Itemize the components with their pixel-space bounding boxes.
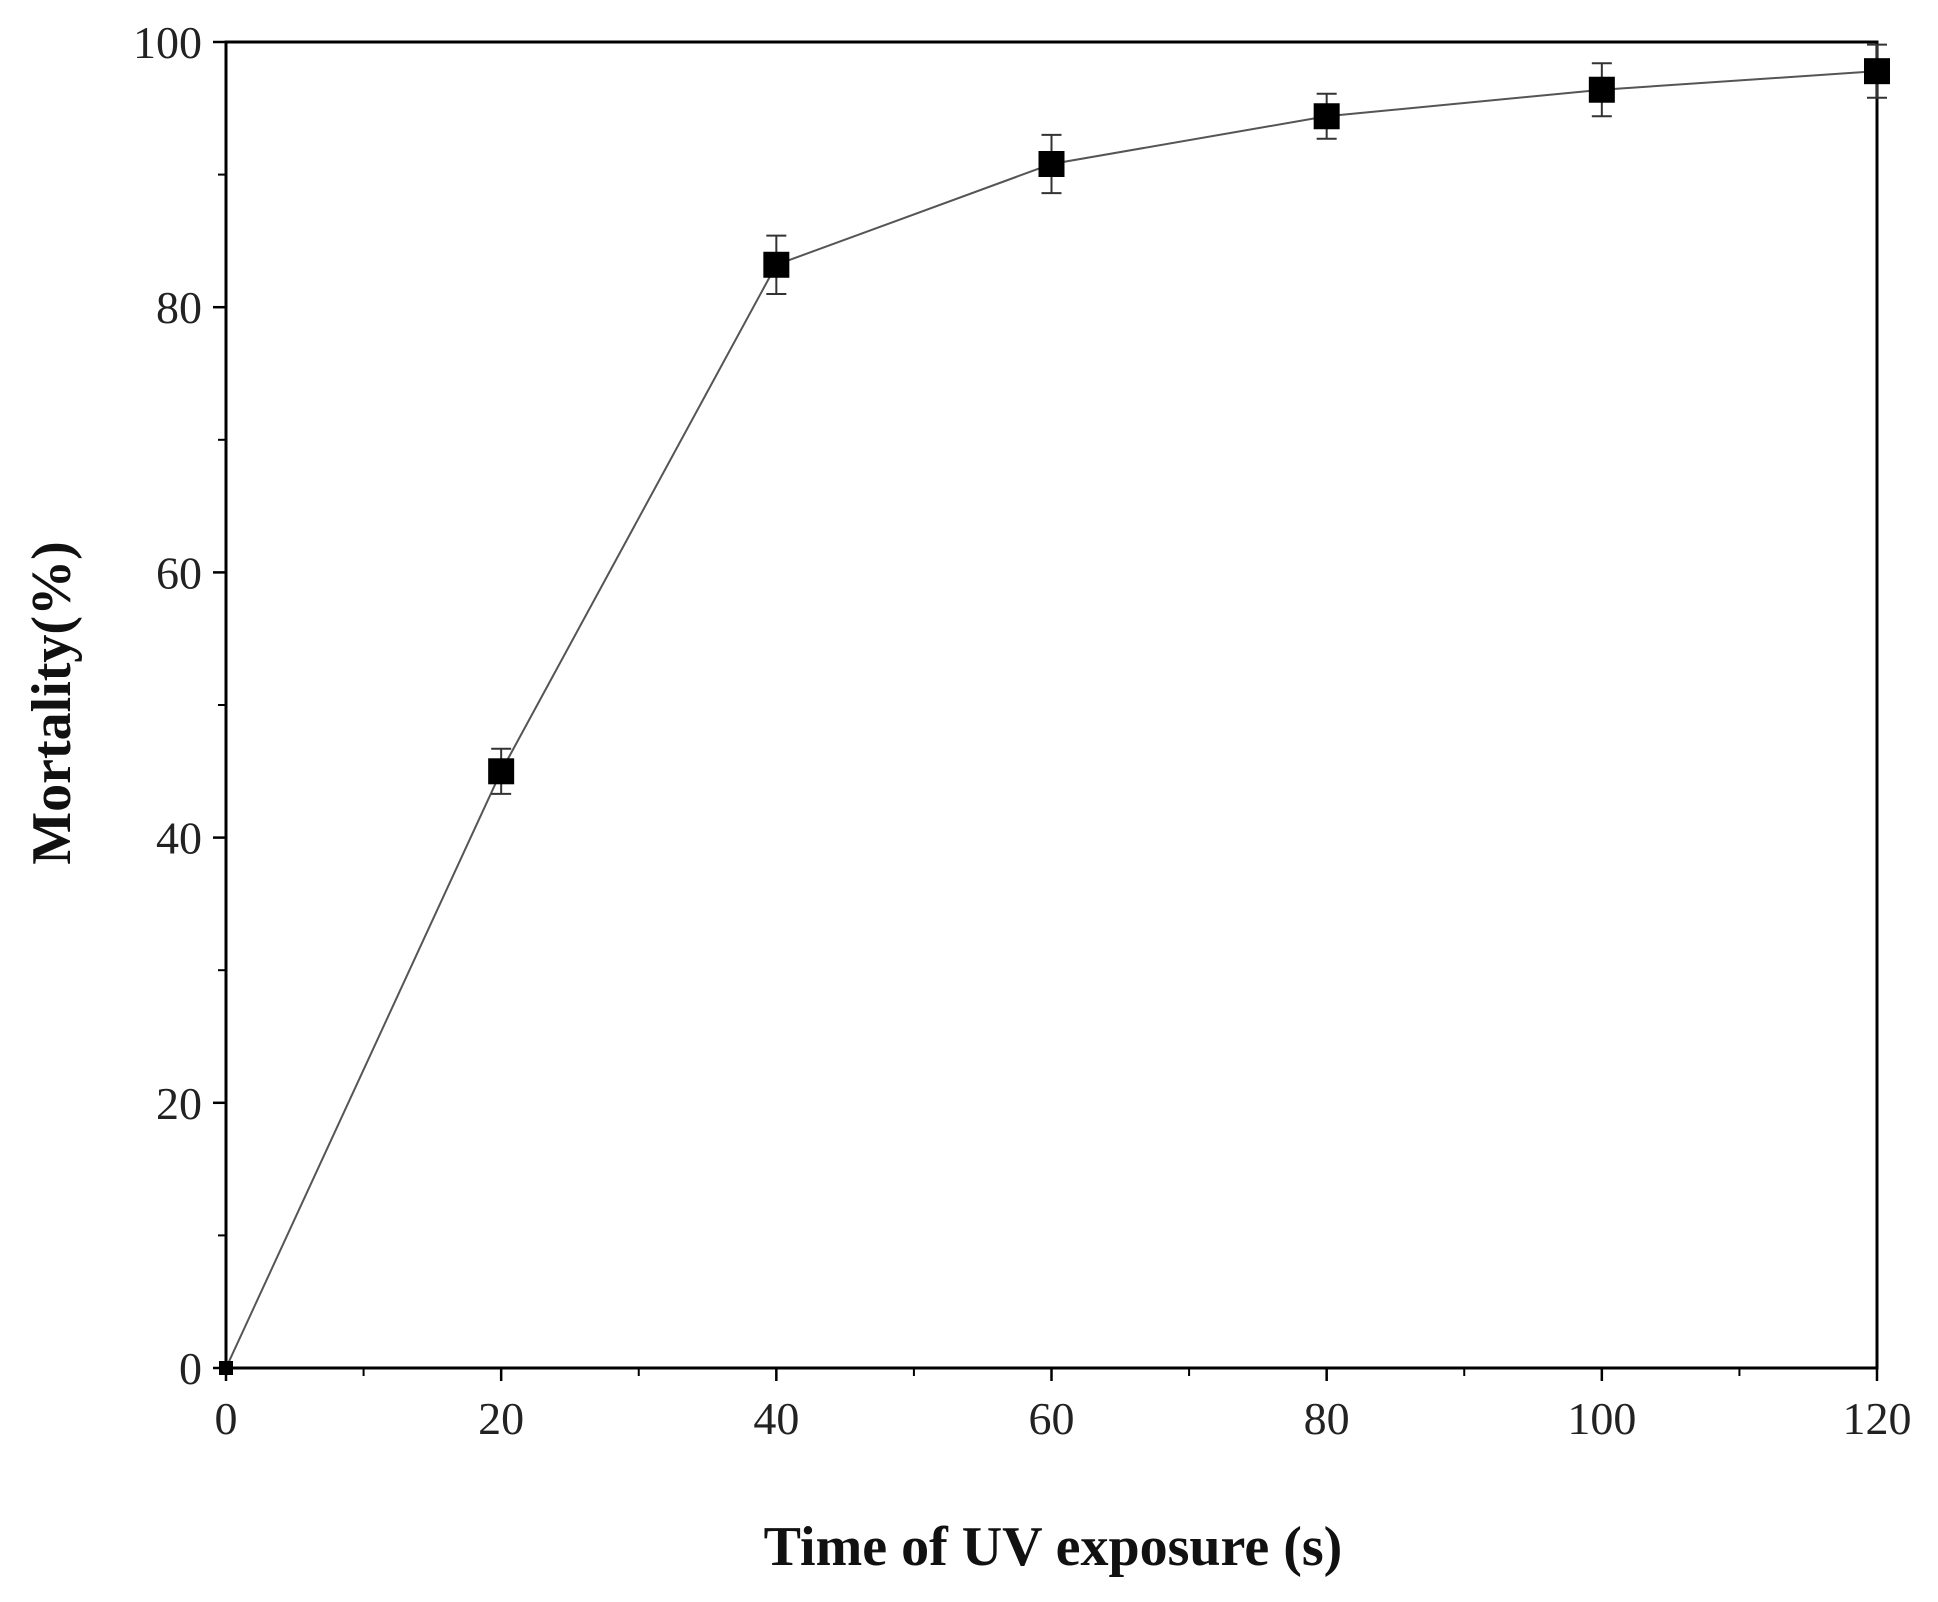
axes [224,40,1879,1370]
y-tick-label: 0 [179,1343,202,1394]
x-tick-label: 120 [1843,1393,1912,1444]
x-tick-label: 0 [215,1393,238,1444]
plot-frame [224,40,1879,1370]
data-point [488,758,515,785]
y-tick-label: 40 [156,813,202,864]
x-axis-title: Time of UV exposure (s) [764,1516,1343,1578]
y-tick-label: 60 [156,547,202,598]
series-line [225,70,1878,1369]
y-axis-title: Mortality(%) [21,541,83,864]
data-point [1864,58,1890,85]
x-tick-label: 60 [1029,1393,1075,1444]
data-point [219,1361,233,1375]
ticks: 0 20 40 60 80 100 120 0 20 40 60 80 100 [133,17,1912,1444]
series [219,43,1890,1375]
x-tick-label: 100 [1567,1393,1636,1444]
x-tick-label: 40 [753,1393,799,1444]
data-point [763,251,790,278]
data-point [1313,103,1340,130]
data-point [1038,150,1065,177]
y-tick-label: 100 [133,17,202,68]
x-tick-label: 80 [1304,1393,1350,1444]
y-tick-label: 20 [156,1078,202,1129]
data-point [1588,76,1615,103]
x-tick-label: 20 [478,1393,524,1444]
y-tick-label: 80 [156,282,202,333]
